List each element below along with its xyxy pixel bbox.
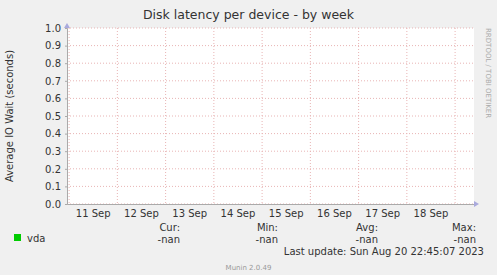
y-grid-line	[67, 168, 474, 169]
grid	[67, 28, 474, 204]
y-tick-label: 1.0	[45, 23, 61, 34]
y-grid-line	[67, 186, 474, 187]
y-grid-line	[67, 133, 474, 134]
y-grid-line	[67, 116, 474, 117]
x-tick: 12 Sep	[124, 204, 159, 219]
legend-label: vda	[27, 233, 45, 244]
last-update: Last update: Sun Aug 20 22:45:07 2023	[284, 246, 484, 257]
y-tick: 0.0	[45, 199, 67, 210]
x-tick: 18 Sep	[414, 204, 449, 219]
y-tick: 0.6	[45, 93, 67, 104]
legend-column-header: Avg:	[356, 222, 378, 233]
y-grid-line	[67, 98, 474, 99]
x-tick-label: 17 Sep	[365, 208, 400, 219]
y-tick-label: 0.0	[45, 199, 61, 210]
y-tick: 0.3	[45, 146, 67, 157]
y-tick: 0.1	[45, 181, 67, 192]
x-tick: 13 Sep	[172, 204, 207, 219]
legend-column-header: Min:	[257, 222, 278, 233]
y-tick-label: 0.7	[45, 76, 61, 87]
x-axis-arrow	[474, 201, 479, 207]
y-grid-line	[67, 45, 474, 46]
x-grid-line	[69, 28, 70, 204]
x-tick: 14 Sep	[221, 204, 256, 219]
y-tick-mark	[65, 116, 67, 117]
y-tick-mark	[65, 81, 67, 82]
chart: Disk latency per device - by week Average…	[0, 0, 497, 275]
legend-column-header: Max:	[452, 222, 476, 233]
y-tick-label: 0.1	[45, 181, 61, 192]
x-tick-label: 18 Sep	[414, 208, 449, 219]
y-tick: 1.0	[45, 23, 67, 34]
y-tick-mark	[65, 169, 67, 170]
legend-value: -nan	[356, 234, 378, 245]
y-tick-label: 0.3	[45, 146, 61, 157]
y-tick: 0.8	[45, 58, 67, 69]
y-tick-label: 0.2	[45, 164, 61, 175]
x-tick: 16 Sep	[317, 204, 352, 219]
y-grid-line	[67, 63, 474, 64]
background	[0, 0, 497, 275]
y-grid-line	[67, 80, 474, 81]
y-tick: 0.9	[45, 40, 67, 51]
y-tick: 0.5	[45, 111, 67, 122]
generator: Munin 2.0.49	[226, 264, 272, 272]
x-grid-line	[262, 28, 263, 204]
x-tick-label: 15 Sep	[269, 208, 304, 219]
legend-value: -nan	[454, 234, 476, 245]
title: Disk latency per device - by week	[143, 7, 355, 22]
x-axis-line	[68, 204, 475, 205]
legend-value: -nan	[158, 234, 180, 245]
x-tick: 15 Sep	[269, 204, 304, 219]
legend-value: -nan	[256, 234, 278, 245]
y-tick: 0.2	[45, 164, 67, 175]
x-tick-label: 12 Sep	[124, 208, 159, 219]
plot-area	[67, 28, 474, 204]
y-tick-mark	[65, 186, 67, 187]
y-tick-label: 0.9	[45, 40, 61, 51]
y-tick-label: 0.4	[45, 128, 61, 139]
x-grid-line	[406, 28, 407, 204]
y-axis-line	[65, 29, 68, 205]
x-tick-label: 14 Sep	[221, 208, 256, 219]
x-tick: 17 Sep	[365, 204, 400, 219]
y-tick-mark	[65, 98, 67, 99]
y-tick-mark	[65, 63, 67, 64]
y-tick: 0.4	[45, 128, 67, 139]
legend-swatch	[14, 234, 21, 241]
legend: vdaCur:Min:Avg:Max:-nan-nan-nan-nan	[14, 222, 476, 245]
y-tick-label: 0.8	[45, 58, 61, 69]
x-grid-line	[455, 28, 456, 204]
y-grid-line	[67, 204, 474, 205]
x-grid-line	[213, 28, 214, 204]
x-tick-label: 11 Sep	[76, 208, 111, 219]
y-axis: 0.0 0.1 0.2 0.3 0.4 0.5 0.6 0.7 0.8 0.9 1.0	[45, 23, 67, 210]
x-grid-line	[358, 28, 359, 204]
watermark: RRDTOOL / TOBI OETIKER	[484, 28, 492, 118]
x-tick-label: 13 Sep	[172, 208, 207, 219]
y-grid-line	[67, 28, 474, 29]
y-tick-mark	[65, 134, 67, 135]
y-tick-label: 0.6	[45, 93, 61, 104]
y-axis-title: Average IO Wait (seconds)	[4, 50, 15, 182]
y-tick-mark	[65, 28, 67, 29]
x-tick: 11 Sep	[76, 204, 111, 219]
y-tick-mark	[65, 46, 67, 47]
x-grid-line	[165, 28, 166, 204]
x-tick-label: 16 Sep	[317, 208, 352, 219]
x-grid-line	[117, 28, 118, 204]
y-tick-mark	[65, 204, 67, 205]
y-grid-line	[67, 151, 474, 152]
legend-column-header: Cur:	[159, 222, 180, 233]
x-grid-line	[310, 28, 311, 204]
y-axis-arrow	[64, 23, 70, 28]
x-axis: 11 Sep 12 Sep 13 Sep 14 Sep 15 Sep 16 Sep 17 S…	[68, 204, 475, 219]
y-tick: 0.7	[45, 76, 67, 87]
y-tick-label: 0.5	[45, 111, 61, 122]
y-tick-mark	[65, 151, 67, 152]
